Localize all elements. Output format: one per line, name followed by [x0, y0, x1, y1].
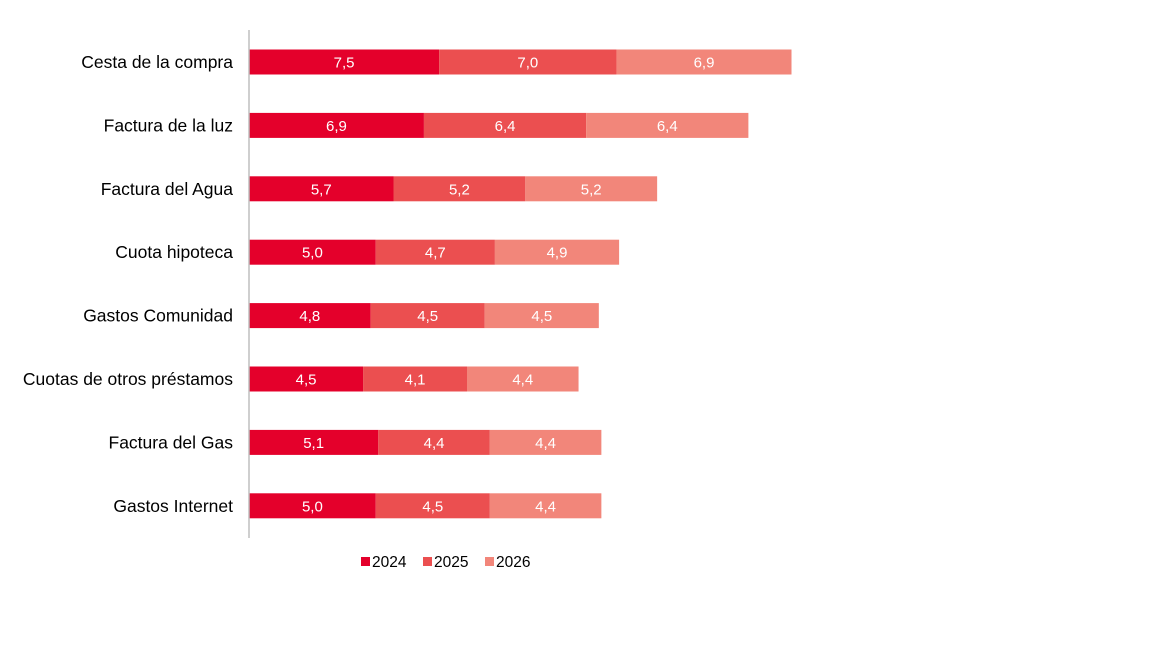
legend-swatch-2024 [361, 557, 370, 566]
data-label-2025-category-0: 7,0 [517, 55, 538, 72]
bar-segment-2026-category-2 [525, 176, 658, 202]
bar-segment-2025-category-6 [378, 429, 490, 455]
data-label-2026-category-3: 4,9 [547, 245, 568, 262]
category-label: Factura de la luz [104, 115, 233, 135]
bar-segment-2024-category-7 [249, 493, 376, 519]
bar-segment-2024-category-1 [249, 112, 424, 138]
bar-segment-2025-category-0 [439, 49, 617, 75]
legend-label-2026: 2026 [496, 554, 530, 571]
data-label-2024-category-0: 7,5 [334, 55, 355, 72]
category-label: Cuota hipoteca [115, 242, 233, 262]
data-label-2025-category-7: 4,5 [422, 498, 443, 515]
bar-segment-2025-category-5 [363, 366, 468, 392]
data-label-2025-category-1: 6,4 [495, 118, 516, 135]
bar-segment-2026-category-3 [494, 239, 620, 265]
data-label-2024-category-4: 4,8 [299, 308, 320, 325]
data-label-2025-category-6: 4,4 [424, 435, 445, 452]
bar-segment-2024-category-3 [249, 239, 376, 265]
bar-segment-2024-category-0 [249, 49, 440, 75]
data-label-2024-category-2: 5,7 [311, 181, 332, 198]
bar-segment-2025-category-1 [423, 112, 587, 138]
bar-segment-2026-category-0 [616, 49, 792, 75]
data-label-2026-category-0: 6,9 [694, 55, 715, 72]
category-label: Gastos Comunidad [83, 306, 233, 326]
data-label-2025-category-5: 4,1 [405, 372, 426, 389]
data-label-2026-category-4: 4,5 [531, 308, 552, 325]
bar-segment-2025-category-2 [393, 176, 526, 202]
category-label: Factura del Gas [109, 432, 234, 452]
data-label-2026-category-7: 4,4 [535, 498, 556, 515]
bar-segment-2026-category-7 [489, 493, 602, 519]
category-label: Factura del Agua [101, 179, 234, 199]
data-label-2024-category-1: 6,9 [326, 118, 347, 135]
legend: 2024 2025 2026 [361, 554, 530, 571]
legend-label-2025: 2025 [434, 554, 468, 571]
data-label-2025-category-3: 4,7 [425, 245, 446, 262]
data-label-2024-category-7: 5,0 [302, 498, 323, 515]
legend-label-2024: 2024 [372, 554, 407, 571]
data-label-2024-category-5: 4,5 [296, 372, 317, 389]
data-label-2026-category-5: 4,4 [512, 372, 533, 389]
bar-segment-2024-category-4 [249, 303, 371, 329]
bar-segment-2025-category-4 [370, 303, 485, 329]
category-labels-layer: Cesta de la compra Factura de la luz Factu… [23, 52, 233, 516]
data-label-2025-category-4: 4,5 [417, 308, 438, 325]
data-label-2026-category-1: 6,4 [657, 118, 678, 135]
data-label-2026-category-6: 4,4 [535, 435, 556, 452]
value-labels-layer: 7,5 7,0 6,9 6,9 6,4 6,4 5,7 5,2 5,2 5,0 4,7 4,9 4,8 4… [296, 55, 715, 516]
category-label: Cuotas de otros préstamos [23, 369, 233, 389]
bar-segment-2024-category-6 [249, 429, 379, 455]
data-label-2024-category-6: 5,1 [303, 435, 324, 452]
bar-segment-2025-category-7 [375, 493, 490, 519]
bar-segment-2024-category-5 [249, 366, 364, 392]
bar-segment-2024-category-2 [249, 176, 394, 202]
bar-segment-2026-category-4 [484, 303, 599, 329]
data-label-2024-category-3: 5,0 [302, 245, 323, 262]
bar-segment-2026-category-6 [489, 429, 602, 455]
data-label-2026-category-2: 5,2 [581, 181, 602, 198]
legend-swatch-2026 [485, 557, 494, 566]
category-label: Gastos Internet [113, 496, 233, 516]
bar-segment-2026-category-1 [586, 112, 749, 138]
category-label: Cesta de la compra [81, 52, 233, 72]
data-label-2025-category-2: 5,2 [449, 181, 470, 198]
bar-segment-2026-category-5 [467, 366, 579, 392]
bars-layer [249, 49, 792, 519]
bar-segment-2025-category-3 [375, 239, 495, 265]
legend-swatch-2025 [423, 557, 432, 566]
